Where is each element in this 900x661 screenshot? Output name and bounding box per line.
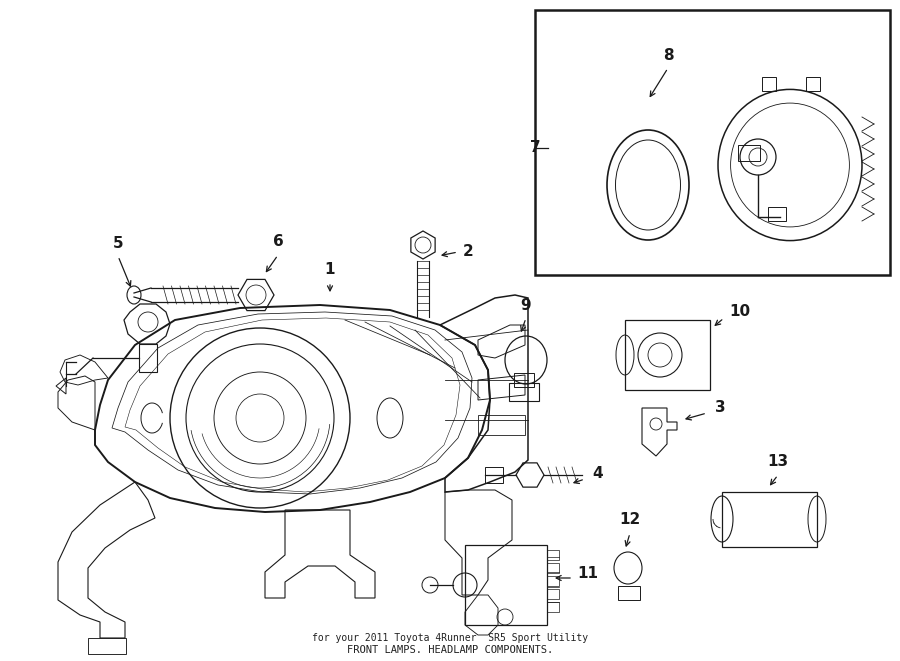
Bar xyxy=(509,383,539,401)
Bar xyxy=(768,207,786,221)
Bar xyxy=(722,492,817,547)
Bar xyxy=(465,545,547,625)
Bar xyxy=(547,550,559,560)
Text: 2: 2 xyxy=(463,245,473,260)
Bar xyxy=(625,320,710,390)
Text: for your 2011 Toyota 4Runner  SR5 Sport Utility: for your 2011 Toyota 4Runner SR5 Sport U… xyxy=(312,633,588,643)
Bar xyxy=(547,589,559,599)
Text: 3: 3 xyxy=(715,401,725,416)
Bar xyxy=(535,10,890,275)
Bar xyxy=(547,576,559,586)
Text: 7: 7 xyxy=(530,141,540,155)
Text: 13: 13 xyxy=(768,455,788,469)
Bar xyxy=(485,467,503,483)
Bar xyxy=(738,145,760,161)
Text: 1: 1 xyxy=(325,262,335,278)
Text: 10: 10 xyxy=(729,305,751,319)
Text: 9: 9 xyxy=(521,297,531,313)
Text: 4: 4 xyxy=(593,467,603,481)
Bar xyxy=(514,373,534,387)
Text: 11: 11 xyxy=(578,566,599,580)
Bar xyxy=(547,563,559,573)
Bar xyxy=(618,586,640,600)
Bar xyxy=(88,638,126,654)
Bar xyxy=(547,602,559,612)
Text: 8: 8 xyxy=(662,48,673,63)
Text: 12: 12 xyxy=(619,512,641,527)
Text: 6: 6 xyxy=(273,235,284,249)
Text: 5: 5 xyxy=(112,235,123,251)
Text: FRONT LAMPS. HEADLAMP COMPONENTS.: FRONT LAMPS. HEADLAMP COMPONENTS. xyxy=(346,645,554,655)
Bar xyxy=(139,344,157,372)
